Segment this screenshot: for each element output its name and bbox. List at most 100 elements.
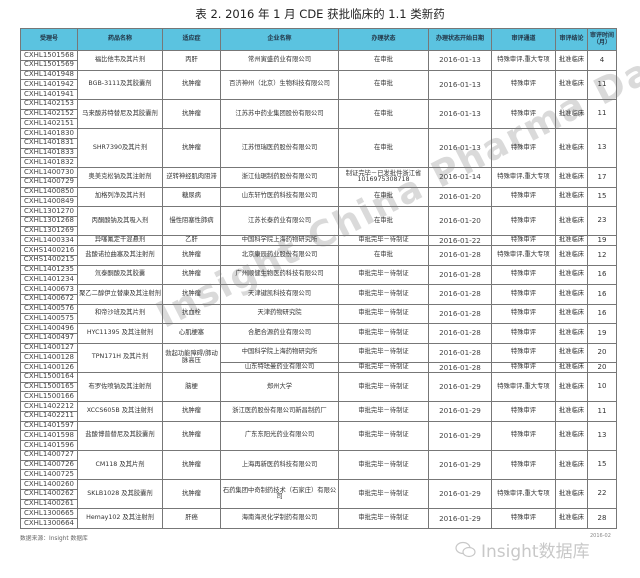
acceptance-number: CXHL1300665	[20, 508, 78, 519]
review-months: 10	[587, 371, 617, 403]
status-start-date: 2016-01-22	[428, 235, 492, 246]
processing-status: 审批完毕－待制证	[338, 371, 429, 403]
indication: 心肌梗塞	[162, 323, 221, 344]
review-conclusion: 批准临床	[555, 478, 588, 510]
processing-status: 在审批	[338, 69, 429, 100]
status-start-date: 2016-01-14	[428, 167, 492, 188]
table-row: CXHL1400850 加格列净及其片剂 糖尿病 山东轩竹医药科技有限公司 在审批 201…	[20, 186, 617, 207]
review-channel: 特殊审评,重大专项	[491, 371, 556, 403]
indication: 慢性阻塞性肺病	[162, 205, 221, 237]
review-months: 17	[587, 167, 617, 188]
review-conclusion: 批准临床	[555, 508, 588, 529]
processing-status: 在审批	[338, 50, 429, 71]
column-header: 审评时间（月）	[587, 28, 617, 51]
review-conclusion: 批准临床	[555, 264, 588, 285]
drug-name: SKLB1028 及其胶囊剂	[77, 478, 163, 510]
indication: 抗肿瘤	[162, 284, 221, 305]
review-channel: 特殊审评	[491, 401, 556, 422]
acceptance-number: CXHL1400496	[20, 323, 78, 334]
company-name: 浙江医药股份有限公司新昌制药厂	[220, 401, 339, 422]
review-months: 23	[587, 205, 617, 237]
table-row: CXHL1402153 马来酸苏特替尼及其胶囊剂 抗肿瘤 江苏苏中药业集团股份有限公司…	[20, 98, 617, 130]
acceptance-number: CXHL1400262	[20, 488, 78, 500]
acceptance-number: CXHL1301268	[20, 215, 78, 227]
status-start-date: 2016-01-29	[428, 449, 492, 481]
table-row: CXHL1400334 异噻氟定干混悬剂 乙肝 中国科学院上海药物研究所 审批完毕－待制…	[20, 235, 617, 246]
review-channel: 特殊审评	[491, 449, 556, 481]
status-start-date: 2016-01-20	[428, 205, 492, 237]
drug-name: 加格列净及其片剂	[77, 186, 163, 207]
company-name: 上海再新医药科技有限公司	[220, 449, 339, 481]
company-name: 浙江仙琚制药股份有限公司	[220, 167, 339, 188]
acceptance-number: CXHL1401832	[20, 157, 78, 168]
processing-status: 在审批	[338, 186, 429, 207]
company-name: 合肥合源药业有限公司	[220, 323, 339, 344]
logo-text: Insight数据库	[481, 542, 590, 562]
company-name: 广东东阳光药业有限公司	[220, 420, 339, 451]
acceptance-number: CXHL1500166	[20, 391, 78, 402]
indication: 抗肿瘤	[162, 245, 221, 266]
review-conclusion: 批准临床	[555, 303, 588, 324]
processing-status: 审批完毕－待制证	[338, 362, 429, 373]
company-name: 江苏苏中药业集团股份有限公司	[220, 98, 339, 130]
review-channel: 特殊审评	[491, 284, 556, 305]
review-conclusion: 批准临床	[555, 69, 588, 100]
processing-status: 审批完毕－待制证	[338, 284, 429, 305]
acceptance-number: CXHL1400128	[20, 352, 78, 363]
wechat-icon	[455, 541, 476, 557]
review-channel: 特殊审评	[491, 508, 556, 529]
review-months: 11	[587, 69, 617, 100]
indication: 抗肿瘤	[162, 478, 221, 510]
review-conclusion: 批准临床	[555, 342, 588, 363]
drug-name: 布罗佐喷钠及其注射剂	[77, 371, 163, 403]
acceptance-number: CXHL1400576	[20, 303, 78, 315]
acceptance-number: CXHL1402153	[20, 98, 78, 110]
review-months: 13	[587, 128, 617, 168]
approved-drugs-table: 受理号 药品名称 适应症 企业名称 办理状态 办理状态开始日期 审评通道 审评结论 审评时间（月…	[20, 28, 617, 529]
acceptance-number: CXHL1401235	[20, 264, 78, 276]
table-row: CXHL1400576 和帝沙班及其片剂 抗血栓 天津药物研究院 审批完毕－待制证 201…	[20, 303, 617, 324]
review-months: 20	[587, 342, 617, 363]
review-channel: 特殊审评	[491, 323, 556, 344]
table-row: CXHL1400496 HYC11395 及其注射剂 心肌梗塞 合肥合源药业有限公司审…	[20, 323, 617, 344]
company-name: 天津药物研究院	[220, 303, 339, 324]
review-months: 16	[587, 303, 617, 324]
indication: 逆转神经肌肉阻滞	[162, 167, 221, 188]
table-row: CXHL1401597 盐酸博普替尼及其胶囊剂 抗肿瘤 广东东阳光药业有限公司 审批完毕…	[20, 420, 617, 451]
status-start-date: 2016-01-28	[428, 284, 492, 305]
processing-status: 审批完毕－待制证	[338, 449, 429, 481]
status-start-date: 2016-01-29	[428, 508, 492, 529]
company-name: 中国科学院上海药物研究所	[220, 235, 339, 246]
company-name: 中国科学院上海药物研究所	[220, 342, 339, 363]
acceptance-number: CXHL1400575	[20, 313, 78, 324]
review-conclusion: 批准临床	[555, 235, 588, 246]
review-conclusion: 批准临床	[555, 420, 588, 451]
review-channel: 特殊审评	[491, 264, 556, 285]
review-channel: 特殊审评	[491, 362, 556, 373]
acceptance-number: CXHL1401830	[20, 128, 78, 139]
table-row: CXHL1301270 丙酮酸钠及其吸入剂 慢性阻塞性肺病 江苏长泰药业有限公司 在审批…	[20, 205, 617, 237]
review-channel: 特殊审评	[491, 420, 556, 451]
company-name: 天津键凯科技有限公司	[220, 284, 339, 305]
drug-name: 马来酸苏特替尼及其胶囊剂	[77, 98, 163, 130]
table-row: CXHL1401830 SHR7390及其片剂 抗肿瘤 江苏恒瑞医药股份有限公司 在审批…	[20, 128, 617, 168]
review-conclusion: 批准临床	[555, 449, 588, 481]
table-row: CXHL1501568 福比他韦及其片剂 丙肝 常州寅盛药业有限公司 在审批 2016-0…	[20, 50, 617, 71]
drug-name: BGB-3111及其胶囊剂	[77, 69, 163, 100]
table-row: CXHL1401235 氘泰酮酸及其胶囊 抗肿瘤 广州顺健生物医药科技有限公司 审批完毕…	[20, 264, 617, 285]
review-channel: 特殊审评	[491, 98, 556, 130]
review-channel: 特殊审评	[491, 235, 556, 246]
processing-status: 审批完毕－待制证	[338, 264, 429, 285]
insight-logo: Insight数据库	[455, 537, 590, 562]
review-months: 4	[587, 50, 617, 71]
indication: 抗血栓	[162, 303, 221, 324]
status-start-date: 2016-01-13	[428, 128, 492, 168]
acceptance-number: CXHL1400730	[20, 167, 78, 178]
column-header: 药品名称	[77, 28, 163, 51]
processing-status: 审批完毕－待制证	[338, 508, 429, 529]
column-header: 办理状态	[338, 28, 429, 51]
processing-status: 制证完毕－已发批件浙江省1016975308718	[338, 167, 429, 188]
processing-status: 在审批	[338, 205, 429, 237]
review-months: 15	[587, 449, 617, 481]
review-conclusion: 批准临床	[555, 401, 588, 422]
